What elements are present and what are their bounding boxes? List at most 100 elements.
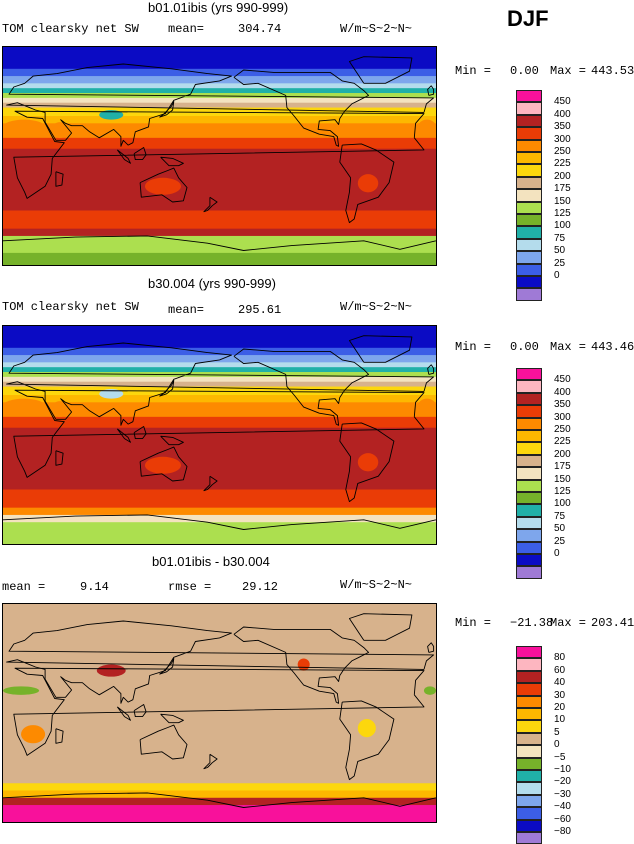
coastline-new-guinea [160,435,184,446]
panel1-min-label: Min = [455,64,492,78]
lat-band-11 [3,416,436,429]
coastline-new-zealand [203,475,218,492]
lat-band-7 [3,381,436,388]
legend-swatch [516,566,542,579]
legend-swatch [516,238,542,252]
legend-level-label: 200 [554,448,571,460]
region-arabia [51,401,70,417]
lat-band-14 [3,507,436,516]
legend-swatch [516,189,542,202]
panel2-max-label: Max = [550,340,587,354]
coastline-madagascar [55,728,64,744]
legend-swatch [516,819,542,832]
coastline-japan [159,380,175,397]
panel2-mean-value: 295.61 [238,303,282,317]
legend-swatch [516,807,542,820]
region-sahara-1 [3,398,46,414]
coastline-sumatra [116,428,131,443]
coastline-greenland [348,56,413,84]
legend-swatch [516,263,542,276]
panel3-min-label: Min = [455,616,492,630]
legend-level-label: −30 [554,788,571,800]
legend-level-label: 200 [554,170,571,182]
panel2-mean-label: mean= [168,303,205,317]
region-rockies-pos [297,658,310,671]
legend-level-label: 350 [554,399,571,411]
coastline-africa [13,110,425,199]
region-australia-hot [144,456,182,474]
legend-level-label: 450 [554,374,571,386]
legend-swatch [516,832,542,844]
lat-band-11 [3,137,436,150]
coastline-madagascar [55,450,64,466]
legend-level-label: 50 [554,523,566,535]
legend-swatch [516,288,542,301]
legend-level-label: 300 [554,411,571,423]
coastline-australia [139,446,188,482]
region-tibet [99,109,124,120]
legend-swatch [516,226,542,239]
region-amazon-pos [357,719,376,738]
legend-level-label: 400 [554,386,571,398]
legend-swatch [516,467,542,480]
panel1-mean-value: 304.74 [238,22,282,36]
lat-band-6 [3,376,436,383]
legend-level-label: 40 [554,677,566,689]
legend-swatch [516,670,542,684]
panel3-max-label: Max = [550,616,587,630]
lat-band-16 [3,522,436,545]
legend-level-label: 175 [554,461,571,473]
lat-band-0 [3,47,436,70]
lat-band-7 [3,102,436,109]
legend-swatch [516,646,542,659]
panel3-rmse-value: 29.12 [242,580,279,594]
legend-swatch [516,430,542,443]
legend-level-label: 125 [554,208,571,219]
legend-swatch [516,114,542,128]
legend-level-label: 25 [554,257,566,269]
panel2-map-svg [2,326,437,545]
legend-level-label: 80 [554,652,566,664]
lat-band-0 [3,604,436,615]
legend-swatch [516,127,542,140]
lat-band-5 [3,805,436,823]
region-sahara-0 [417,119,436,135]
coastline-north-america [233,69,370,147]
legend-level-label: 100 [554,220,571,232]
region-sahara-neg-0 [423,686,436,695]
lat-band-13 [3,489,436,509]
legend-level-label: 0 [554,270,560,281]
legend-swatch [516,782,542,795]
region-tibet [99,388,124,399]
legend-swatch [516,214,542,227]
legend-swatch [516,492,542,505]
legend-level-label: 20 [554,702,566,713]
legend-level-label: 175 [554,183,571,195]
legend-level-label: 75 [554,232,566,244]
legend-swatch [516,794,542,808]
coastline-australia [139,167,188,203]
panel2-units: W/m~S~2~N~ [340,300,413,314]
legend-level-label: 10 [554,714,566,726]
coastline-borneo [133,704,147,718]
legend-level-label: 350 [554,121,571,133]
coastline-borneo [133,426,147,440]
region-arabia [51,122,70,138]
legend-swatch [516,164,542,177]
panel1-max-value: 443.53 [591,64,634,78]
coastline-north-america [233,626,370,704]
coastline-sumatra [116,149,131,164]
panel2-variable-label: TOM clearsky net SW [2,300,139,314]
coastline-africa [13,389,425,478]
legend-swatch [516,442,542,455]
lat-band-16 [3,252,436,266]
coastline-antarctica [2,792,437,808]
legend-swatch [516,251,542,264]
region-tibet-pos [96,664,126,677]
legend-level-label: 250 [554,424,571,435]
coastline-japan [159,658,175,675]
legend-swatch [516,708,542,721]
coastline-new-guinea [160,713,184,724]
lat-band-6 [3,97,436,104]
region-sahara-neg-1 [3,686,40,695]
